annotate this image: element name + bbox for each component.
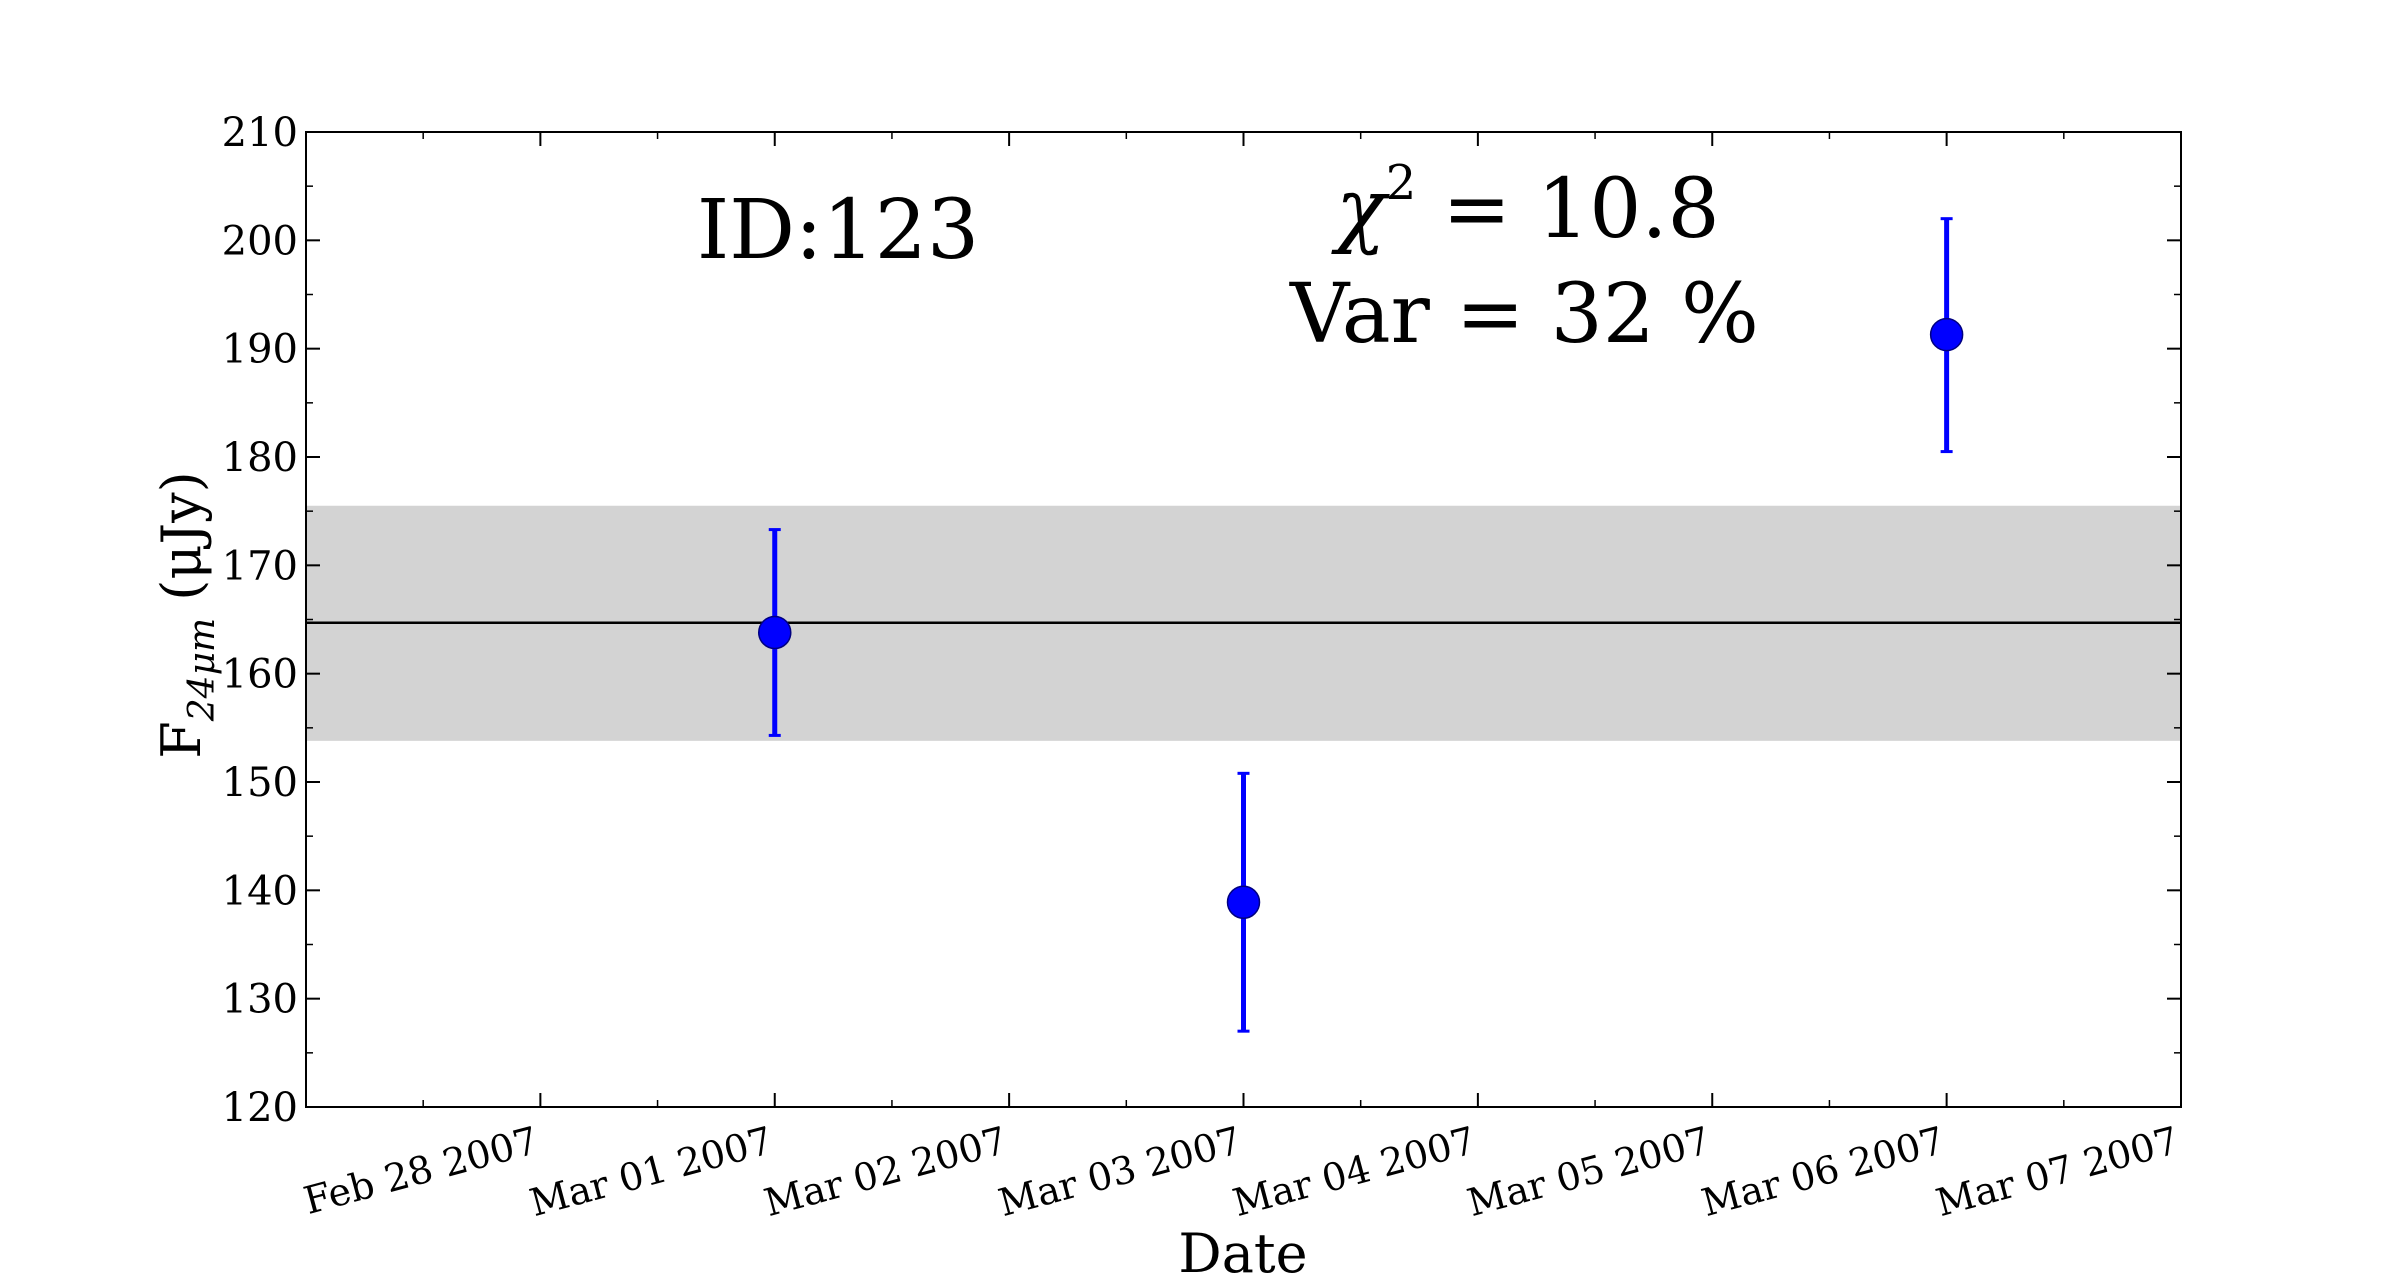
y-label-unit: (μJy) [150,471,213,618]
x-tick-label: Mar 01 2007 [525,1118,777,1225]
y-tick-label: 210 [222,110,298,156]
chi-symbol: χ [1331,162,1390,257]
x-tick-label: Mar 07 2007 [1931,1118,2183,1225]
data-point [758,528,792,737]
source-id-annotation: ID:123 [697,183,979,278]
y-tick-label: 170 [222,543,298,589]
y-axis-ticks: 120 130 140 150 160 170 180 190 200 210 [222,110,2181,1131]
y-tick-label: 120 [222,1085,298,1131]
x-tick-label: Mar 03 2007 [994,1118,1246,1225]
y-tick-label: 140 [222,868,298,914]
y-axis-label: F24μm (μJy) [150,471,223,758]
chi-squared-annotation: χ2 = 10.8 [1331,155,1720,257]
data-points [758,217,1964,1033]
y-label-sub: 24μm [182,618,223,722]
y-tick-label: 130 [222,977,298,1023]
x-tick-label: Mar 06 2007 [1697,1118,1949,1225]
data-point [1226,771,1261,1033]
y-tick-label: 150 [222,760,298,806]
x-tick-label: Mar 05 2007 [1463,1118,1715,1225]
data-marker [1929,317,1964,352]
y-tick-label: 180 [222,435,298,481]
data-point [1929,217,1964,454]
data-marker [1226,885,1261,919]
chi-exponent: 2 [1386,155,1417,211]
y-label-main: F [150,721,213,758]
y-tick-label: 160 [222,652,298,698]
y-tick-label: 200 [222,218,298,264]
x-tick-label: Mar 04 2007 [1228,1118,1480,1225]
x-axis-label: Date [1178,1222,1307,1285]
chi-value: = 10.8 [1416,162,1719,257]
plot-area [306,505,2181,741]
x-tick-label: Feb 28 2007 [299,1118,543,1223]
plot-frame [305,131,2182,1108]
variability-annotation: Var = 32 % [1289,267,1759,362]
data-marker [758,615,792,650]
y-tick-label: 190 [222,327,298,373]
x-tick-label: Mar 02 2007 [760,1118,1012,1225]
